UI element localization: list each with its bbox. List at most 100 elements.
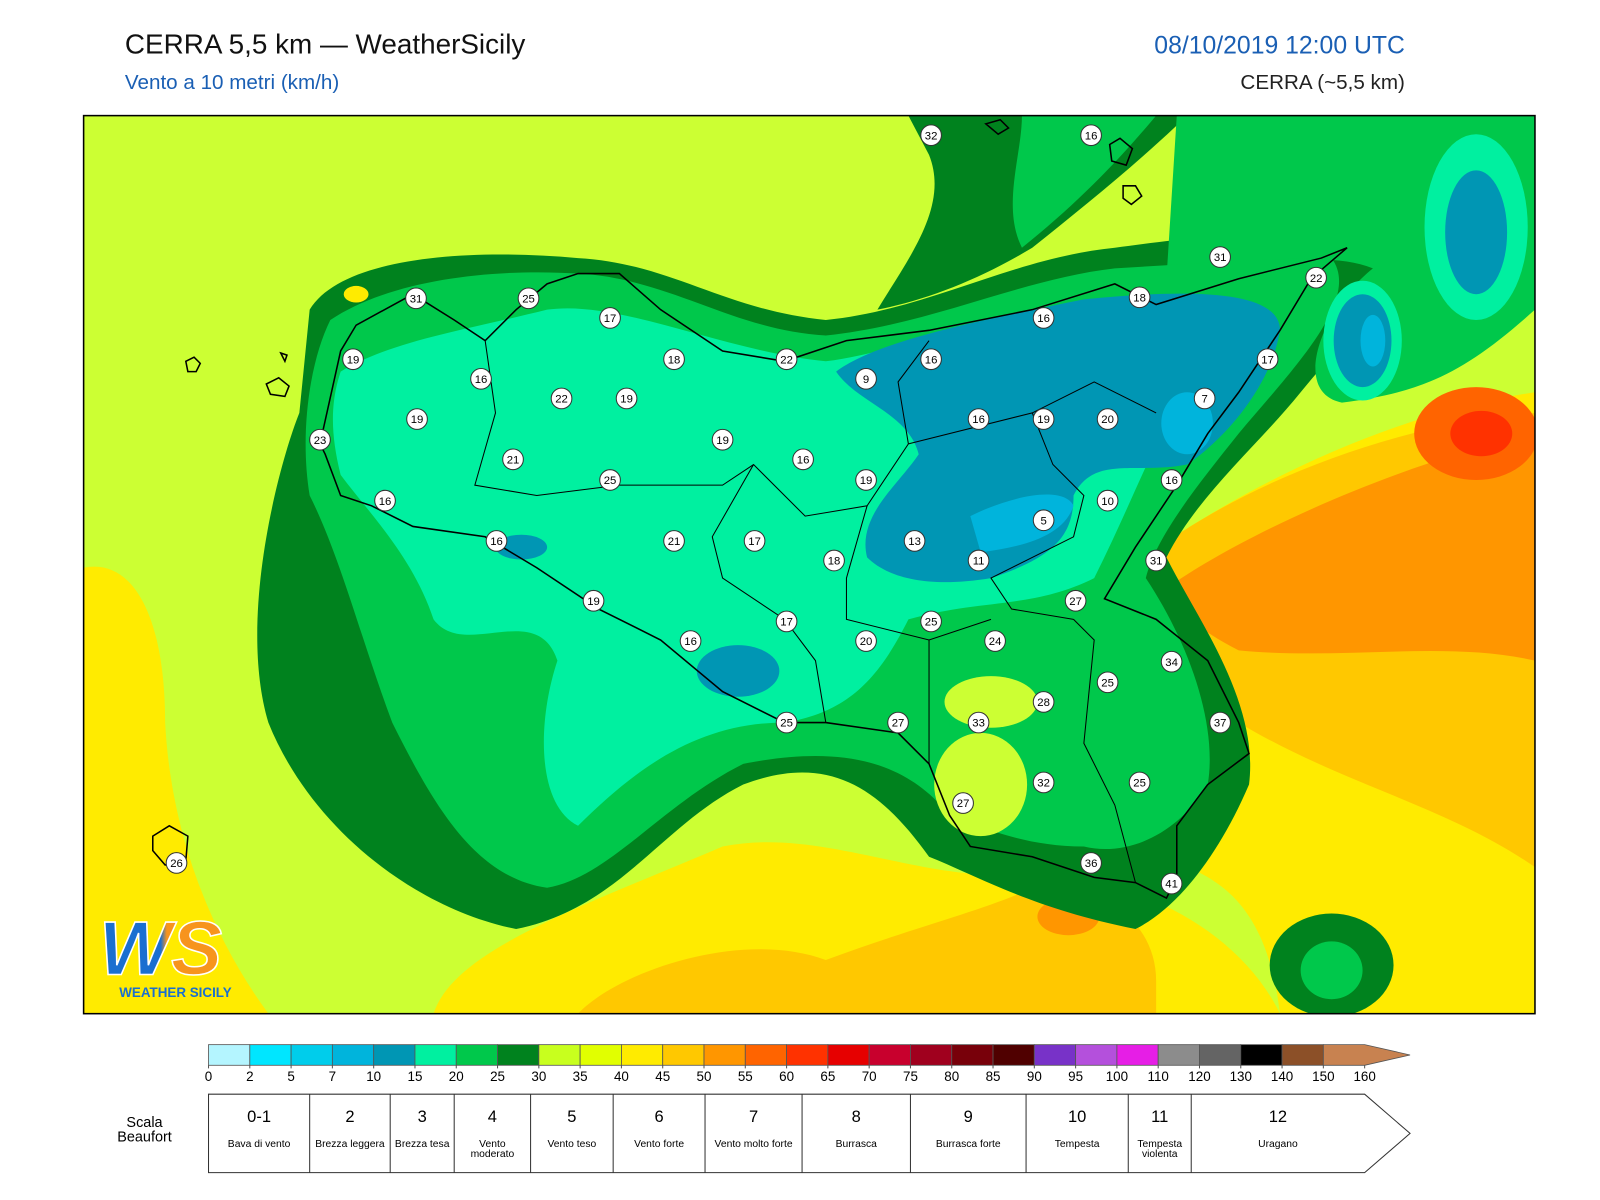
station-marker [1064, 589, 1087, 612]
beaufort-force: 2 [345, 1108, 354, 1126]
station-marker [485, 530, 508, 552]
station-value: 19 [1037, 414, 1050, 426]
station-marker [1193, 387, 1216, 410]
station-marker [1032, 771, 1055, 794]
beaufort-force: 10 [1068, 1108, 1086, 1126]
station-marker [887, 711, 909, 734]
beaufort-description: Burrasca [835, 1139, 877, 1150]
beaufort-description: Vento forte [634, 1139, 685, 1150]
colorbar-tick-label: 35 [573, 1069, 588, 1084]
station-value: 16 [1037, 313, 1050, 325]
colorbar-tick-label: 60 [779, 1069, 794, 1084]
station-value: 37 [1214, 718, 1227, 730]
map-frame [82, 114, 1536, 1015]
station-marker [775, 348, 798, 371]
station-value: 19 [716, 435, 729, 447]
station-marker [743, 530, 766, 552]
beaufort-description-box: Uragano [1258, 1139, 1298, 1150]
colorbar-tick-label: 0 [205, 1069, 212, 1084]
logo-mark: WS [99, 906, 222, 991]
station-value: 31 [1150, 556, 1163, 568]
station-marker [1145, 549, 1167, 572]
beaufort-force: 11 [1151, 1108, 1168, 1126]
station-value: 17 [748, 536, 761, 548]
colorbar-tick-label: 30 [531, 1069, 546, 1084]
station-marker [792, 448, 814, 471]
beaufort-label: Scala Beaufort [117, 1114, 172, 1145]
beaufort-description-box: Burrasca forte [936, 1140, 1001, 1150]
colorbar-tick-label: 95 [1068, 1069, 1083, 1084]
beaufort-description-box: Vento molto forte [715, 1140, 793, 1150]
colorbar-swatch [910, 1044, 953, 1066]
colorbar-tick-label: 25 [490, 1069, 505, 1084]
station-marker [470, 368, 492, 390]
colorbar-swatch [1157, 1044, 1200, 1066]
station-marker [967, 711, 990, 734]
station-marker [1096, 489, 1119, 512]
station-value: 22 [780, 354, 793, 366]
station-value: 18 [828, 556, 841, 568]
beaufort-force: 9 [964, 1108, 973, 1126]
colorbar-tick-label: 75 [903, 1069, 918, 1084]
station-value: 19 [587, 596, 600, 608]
title: CERRA 5,5 km — WeatherSicily [125, 29, 526, 60]
colorbar-swatch [414, 1044, 457, 1066]
beaufort-force: 8 [852, 1108, 861, 1126]
station-marker [903, 530, 926, 552]
colorbar-tick-label: 55 [738, 1069, 753, 1084]
colorbar-swatch [538, 1044, 581, 1066]
colorbar-tick-label: 2 [246, 1069, 253, 1084]
station-marker [1032, 408, 1055, 430]
station-marker [967, 549, 990, 572]
station-marker [165, 852, 188, 874]
station-value: 26 [170, 858, 183, 870]
station-value: 19 [620, 394, 633, 406]
station-marker [582, 589, 605, 612]
station-marker [1096, 408, 1119, 430]
station-marker [855, 469, 877, 491]
station-marker [1160, 650, 1183, 673]
station-marker [1209, 711, 1231, 734]
colorbar-tick-label: 70 [862, 1069, 877, 1084]
station-value: 16 [475, 374, 488, 386]
station-marker [663, 530, 685, 552]
station-value: 21 [668, 536, 681, 548]
station-value: 21 [507, 454, 520, 466]
station-marker [984, 630, 1006, 652]
colorbar-swatch [786, 1044, 829, 1066]
station-marker [1096, 671, 1119, 694]
station-value: 31 [1214, 252, 1227, 264]
station-marker [679, 630, 702, 652]
colorbar-swatch [1240, 1044, 1283, 1066]
station-marker [1256, 348, 1279, 371]
station-marker [1032, 307, 1055, 329]
colorbar-swatch [868, 1044, 911, 1066]
station-value: 31 [410, 293, 423, 305]
beaufort-force: 5 [567, 1108, 576, 1126]
colorbar-tick-label: 85 [986, 1069, 1001, 1084]
beaufort-label-box: Scala Beaufort [117, 1114, 172, 1145]
station-value: 16 [1085, 130, 1098, 142]
beaufort-description: Brezza tesa [394, 1139, 450, 1150]
colorbar-tick-label: 100 [1106, 1069, 1128, 1084]
colorbar-tick-label: 45 [655, 1069, 670, 1084]
station-marker [775, 610, 798, 633]
beaufort-description-box: Brezza leggera [315, 1139, 385, 1150]
station-value: 32 [1037, 778, 1050, 790]
colorbar-swatch [579, 1044, 622, 1066]
colorbar-swatch [455, 1044, 498, 1066]
colorbar-swatch [1199, 1044, 1242, 1066]
beaufort-description: Uragano [1258, 1139, 1298, 1150]
station-value: 19 [860, 475, 873, 487]
station-value: 41 [1165, 879, 1178, 891]
station-value: 22 [555, 394, 568, 406]
model-label: CERRA (~5,5 km) [1240, 71, 1404, 94]
stations: 32 16 31 22 31 25 18 17 16 19 18 22 16 17 16 9 22 19 7 19 16… [165, 124, 1327, 895]
beaufort-description: Brezza leggera [315, 1139, 385, 1150]
colorbar-tick-label: 10 [366, 1069, 381, 1084]
station-value: 32 [925, 130, 938, 142]
station-value: 16 [925, 354, 938, 366]
beaufort-description-box: Bava di vento [228, 1140, 291, 1150]
